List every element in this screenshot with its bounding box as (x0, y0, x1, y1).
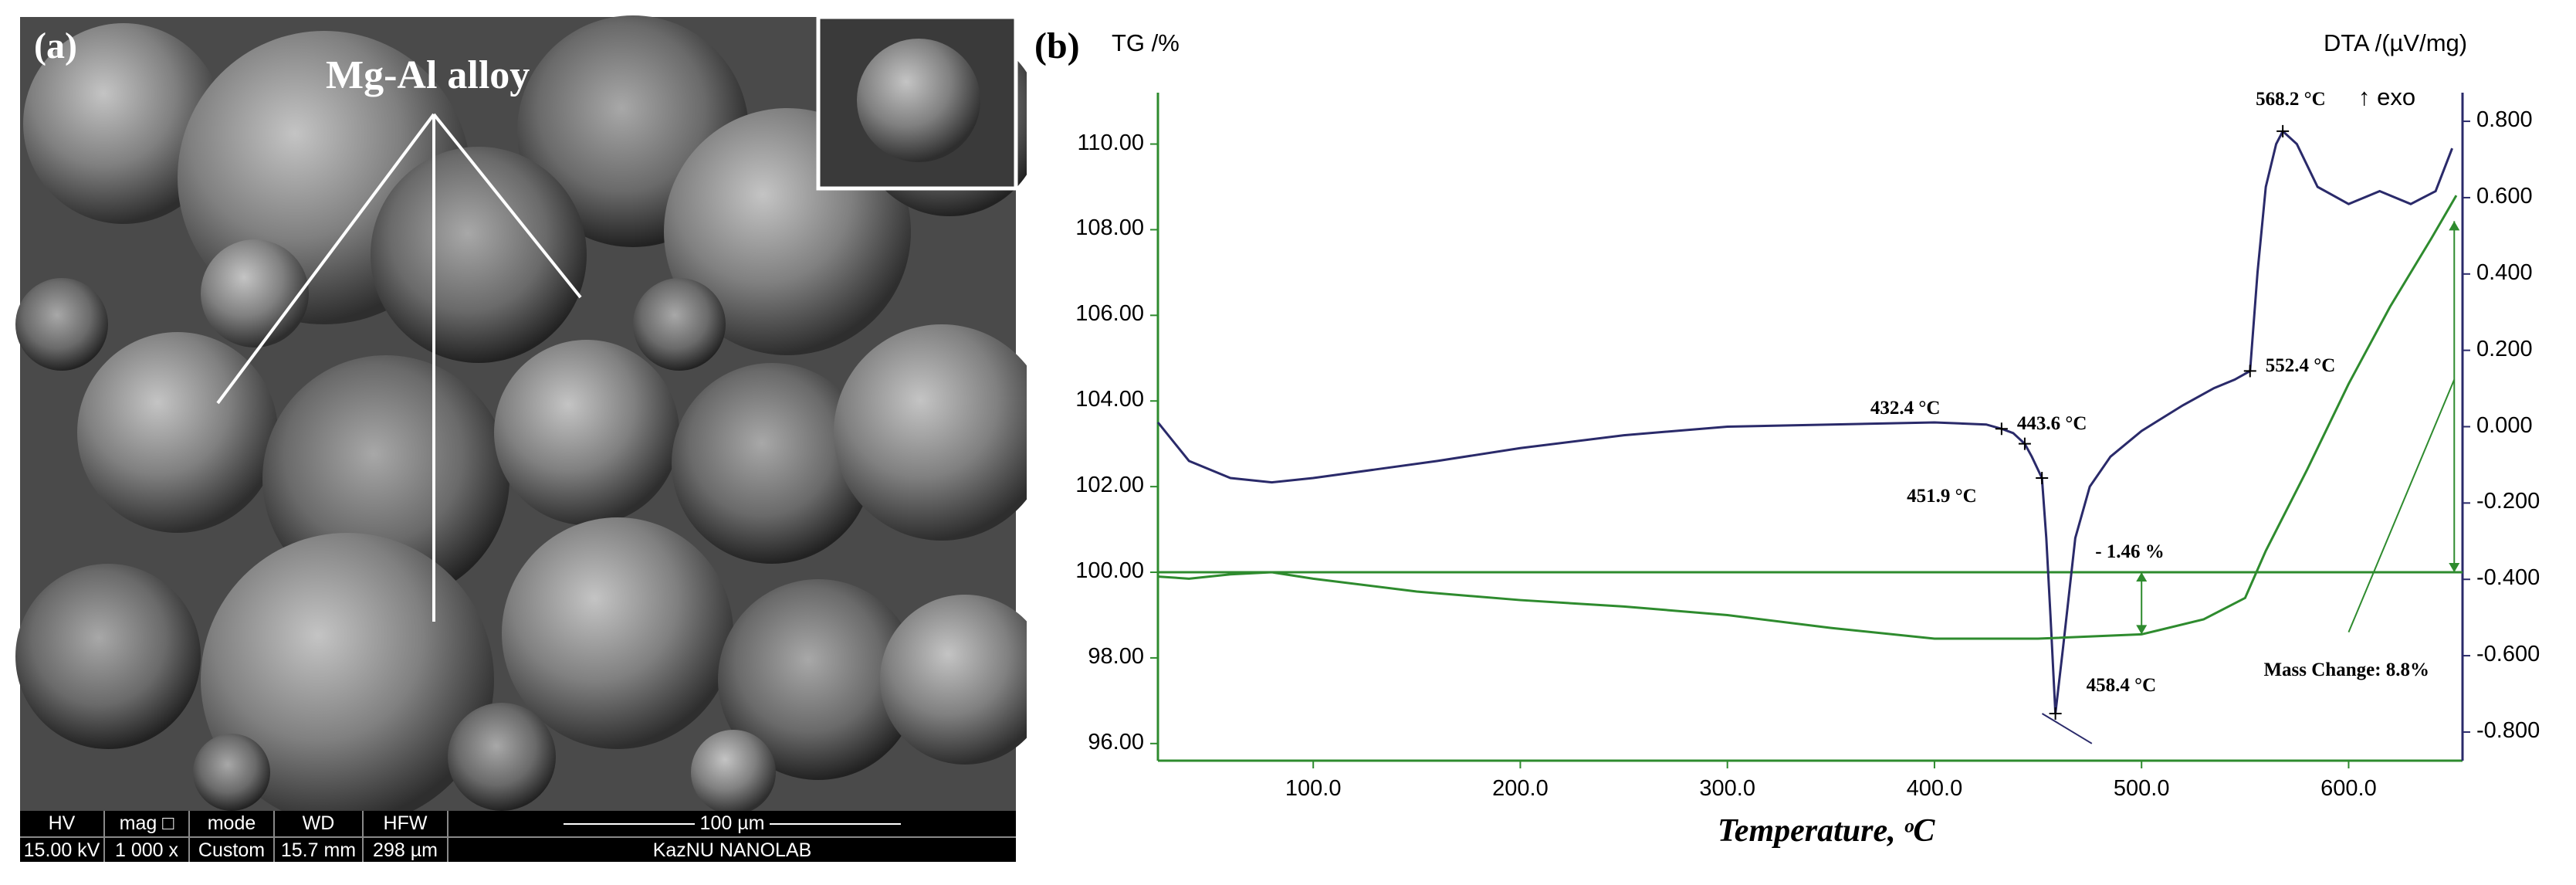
annotation-label: - 1.46 % (2095, 541, 2165, 563)
mass-change-leader (2348, 379, 2456, 633)
tg-dta-chart (1150, 93, 2470, 768)
annotation-label: 552.4 °C (2265, 355, 2336, 377)
scale-bar-line-right (770, 823, 902, 826)
hv-label: HV (48, 812, 76, 834)
x-tick-label: 100.0 (1285, 776, 1342, 801)
footer-hfw: HFW 298 µm (364, 811, 449, 862)
y-left-tick-label: 110.00 (1077, 130, 1144, 155)
panel-a-letter: (a) (34, 25, 77, 66)
y-left-tick-label: 104.00 (1075, 387, 1144, 412)
y-right-tick-label: 0.000 (2476, 412, 2533, 438)
y-left-tick-label: 96.00 (1088, 729, 1144, 754)
y-right-tick-label: 0.200 (2476, 336, 2533, 361)
sem-info-bar: HV 15.00 kV mag □ 1 000 x mode Custom WD… (20, 811, 1016, 862)
y-right-tick-label: 0.400 (2476, 259, 2533, 285)
annotation-label: 451.9 °C (1907, 486, 1977, 507)
y-right-tick-label: 0.600 (2476, 183, 2533, 209)
footer-scale: 100 µm KazNU NANOLAB (449, 811, 1016, 862)
y-left-tick-label: 100.00 (1075, 558, 1144, 584)
hv-value: 15.00 kV (20, 836, 103, 863)
mode-label: mode (207, 812, 256, 834)
y-right-tick-label: -0.400 (2476, 565, 2540, 591)
mg-al-alloy-label: Mg-Al alloy (326, 53, 530, 97)
annotation-label: Mass Change: 8.8% (2263, 659, 2430, 680)
mass-loss-arrow-head (2136, 625, 2148, 635)
y-right-axis-title: DTA /(µV/mg) (2324, 29, 2468, 56)
y-right-tick-label: -0.600 (2476, 642, 2540, 667)
mag-label: mag □ (119, 812, 174, 834)
scale-bar-label: 100 µm (449, 811, 1016, 836)
scale-bar-line-left (563, 823, 695, 826)
footer-mode: mode Custom (190, 811, 275, 862)
y-left-tick-label: 108.00 (1075, 215, 1144, 241)
pointer-lines (216, 113, 582, 622)
mode-value: Custom (190, 836, 273, 863)
y-left-axis-title: TG /% (1112, 29, 1180, 56)
x-tick-label: 400.0 (1906, 776, 1963, 801)
x-tick-label: 500.0 (2113, 776, 2170, 801)
x-tick-label: 600.0 (2320, 776, 2377, 801)
y-right-tick-label: -0.200 (2476, 489, 2540, 514)
footer-wd: WD 15.7 mm (275, 811, 364, 862)
sem-panel: (a) Mg-Al alloy HV 15.00 kV mag □ 1 000 … (0, 0, 1027, 885)
peak-458-leader (2041, 713, 2093, 744)
annotation-label: 568.2 °C (2256, 88, 2326, 110)
mass-change-arrow-head (2449, 563, 2460, 573)
y-right-tick-label: 0.800 (2476, 107, 2533, 133)
y-left-tick-label: 98.00 (1088, 643, 1144, 669)
x-tick-label: 200.0 (1492, 776, 1549, 801)
panel-b-letter: (b) (1034, 25, 1080, 66)
sem-image (15, 15, 1027, 826)
mag-value: 1 000 x (105, 836, 188, 863)
y-left-tick-label: 106.00 (1075, 301, 1144, 327)
annotation-label: 443.6 °C (2016, 412, 2087, 434)
chart-panel: (b) TG /% DTA /(µV/mg) ↑ exo Temperature… (1027, 0, 2576, 885)
wd-label: WD (302, 812, 335, 834)
hfw-label: HFW (383, 812, 428, 834)
hfw-value: 298 µm (364, 836, 447, 863)
mass-change-arrow-tail (2449, 221, 2460, 231)
wd-value: 15.7 mm (275, 836, 362, 863)
y-right-tick-label: -0.800 (2476, 717, 2540, 743)
dta-curve (1156, 129, 2453, 714)
footer-mag: mag □ 1 000 x (105, 811, 190, 862)
scale-value: 100 µm (699, 812, 765, 834)
y-left-tick-label: 102.00 (1075, 473, 1144, 498)
lab-label: KazNU NANOLAB (449, 836, 1016, 863)
annotation-label: 432.4 °C (1870, 398, 1941, 419)
x-axis-title: Temperature, ᵒC (1718, 813, 1935, 849)
x-tick-label: 300.0 (1699, 776, 1755, 801)
footer-hv: HV 15.00 kV (20, 811, 105, 862)
annotation-label: 458.4 °C (2086, 675, 2157, 696)
mass-loss-arrow-tail (2136, 572, 2148, 582)
exo-direction-label: ↑ exo (2358, 83, 2416, 110)
tg-curve (1157, 195, 2458, 640)
